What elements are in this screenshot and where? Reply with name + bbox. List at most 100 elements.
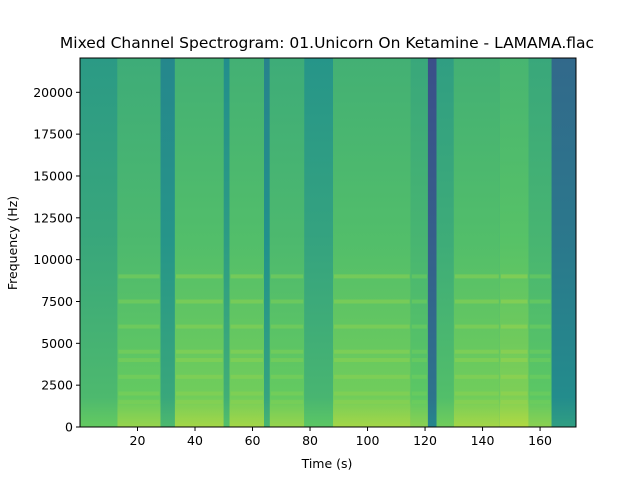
spectrogram-segment (269, 58, 305, 427)
y-axis: 0 2500 5000 7500 10000 12500 15000 17500 20000 (33, 85, 80, 435)
harmonic-band (500, 349, 528, 354)
harmonic-band (334, 349, 410, 354)
harmonic-band (270, 374, 304, 379)
harmonic-band (230, 391, 264, 396)
x-tick-label: 160 (528, 433, 552, 448)
harmonic-band (500, 299, 528, 304)
harmonic-band (118, 299, 160, 304)
y-tick-label: 12500 (33, 210, 73, 225)
harmonic-band (411, 349, 427, 354)
spectrogram-segment (160, 58, 175, 427)
x-tick-label: 100 (356, 433, 380, 448)
y-tick-label: 7500 (41, 294, 73, 309)
harmonic-band (270, 349, 304, 354)
spectrogram-segment (174, 58, 224, 427)
y-tick-label: 17500 (33, 127, 73, 142)
harmonic-band (334, 374, 410, 379)
x-tick-label: 20 (130, 433, 146, 448)
harmonic-band (454, 324, 499, 329)
harmonic-band (529, 349, 551, 354)
spectrogram-segment (80, 58, 118, 427)
harmonic-band (175, 374, 223, 379)
harmonic-band (175, 274, 223, 279)
spectrogram-segment (223, 58, 230, 427)
spectrogram-segment (264, 58, 270, 427)
y-axis-label: Frequency (Hz) (5, 196, 20, 290)
y-tick-label: 2500 (41, 378, 73, 393)
harmonic-band (118, 274, 160, 279)
spectrogram-segment (499, 58, 529, 427)
harmonic-band (529, 324, 551, 329)
spectrogram-segment (427, 58, 437, 427)
x-tick-label: 120 (413, 433, 437, 448)
harmonic-band (175, 358, 223, 363)
harmonic-band (454, 274, 499, 279)
harmonic-band (230, 399, 264, 404)
harmonic-band (411, 391, 427, 396)
harmonic-band (500, 391, 528, 396)
harmonic-band (175, 349, 223, 354)
harmonic-band (230, 349, 264, 354)
harmonic-band (270, 274, 304, 279)
harmonic-band (270, 391, 304, 396)
harmonic-band (500, 358, 528, 363)
x-tick-label: 60 (245, 433, 261, 448)
harmonic-band (411, 399, 427, 404)
chart-title: Mixed Channel Spectrogram: 01.Unicorn On… (60, 34, 594, 52)
harmonic-band (230, 374, 264, 379)
harmonic-band (500, 274, 528, 279)
plot-frame (79, 57, 577, 428)
harmonic-band (454, 399, 499, 404)
plot-area (79, 57, 577, 428)
harmonic-band (500, 399, 528, 404)
spectrogram-segment (453, 58, 500, 427)
harmonic-band (334, 299, 410, 304)
harmonic-band (500, 374, 528, 379)
harmonic-band (454, 349, 499, 354)
harmonic-band (454, 299, 499, 304)
spectrogram-segment (229, 58, 265, 427)
spectrogram-segment (551, 58, 576, 427)
x-axis-label: Time (s) (301, 456, 353, 471)
harmonic-band (230, 274, 264, 279)
harmonic-band (270, 399, 304, 404)
x-axis: 20 40 60 80 100 120 140 160 (130, 427, 552, 448)
harmonic-band (175, 391, 223, 396)
harmonic-band (411, 358, 427, 363)
harmonic-band (529, 399, 551, 404)
harmonic-band (230, 358, 264, 363)
harmonic-band (454, 374, 499, 379)
harmonic-band (334, 358, 410, 363)
harmonic-band (230, 324, 264, 329)
harmonic-band (334, 391, 410, 396)
spectrogram-segment (410, 58, 428, 427)
harmonic-band (454, 358, 499, 363)
y-tick-label: 0 (65, 420, 73, 435)
harmonic-band (118, 324, 160, 329)
x-tick-label: 80 (302, 433, 318, 448)
y-tick-label: 15000 (33, 168, 73, 183)
spectrogram-segment (304, 58, 334, 427)
spectrogram-segment (528, 58, 552, 427)
harmonic-band (529, 391, 551, 396)
harmonic-band (175, 399, 223, 404)
harmonic-band (334, 274, 410, 279)
harmonic-band (529, 299, 551, 304)
harmonic-band (118, 349, 160, 354)
harmonic-band (118, 391, 160, 396)
harmonic-band (270, 324, 304, 329)
harmonic-band (175, 299, 223, 304)
harmonic-band (175, 324, 223, 329)
y-tick-label: 20000 (33, 85, 73, 100)
spectrogram-segment (333, 58, 411, 427)
harmonic-band (411, 324, 427, 329)
harmonic-band (411, 274, 427, 279)
harmonic-band (529, 374, 551, 379)
harmonic-band (118, 358, 160, 363)
harmonic-band (118, 399, 160, 404)
harmonic-band (411, 299, 427, 304)
x-tick-label: 140 (471, 433, 495, 448)
spectrogram-segment (117, 58, 161, 427)
harmonic-band (270, 358, 304, 363)
